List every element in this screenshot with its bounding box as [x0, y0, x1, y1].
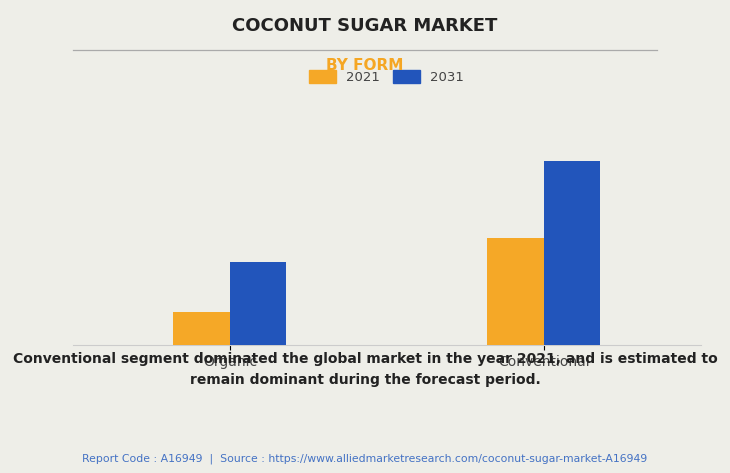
Bar [174, 312, 230, 345]
Text: Report Code : A16949  |  Source : https://www.alliedmarketresearch.com/coconut-s: Report Code : A16949 | Source : https://… [82, 454, 648, 464]
Bar [544, 161, 600, 345]
Text: BY FORM: BY FORM [326, 58, 404, 73]
Text: COCONUT SUGAR MARKET: COCONUT SUGAR MARKET [232, 17, 498, 35]
Bar [488, 238, 544, 345]
Text: Conventional segment dominated the global market in the year 2021, and is estima: Conventional segment dominated the globa… [12, 352, 718, 387]
Bar [230, 262, 286, 345]
Legend: 2021, 2031: 2021, 2031 [304, 65, 469, 89]
